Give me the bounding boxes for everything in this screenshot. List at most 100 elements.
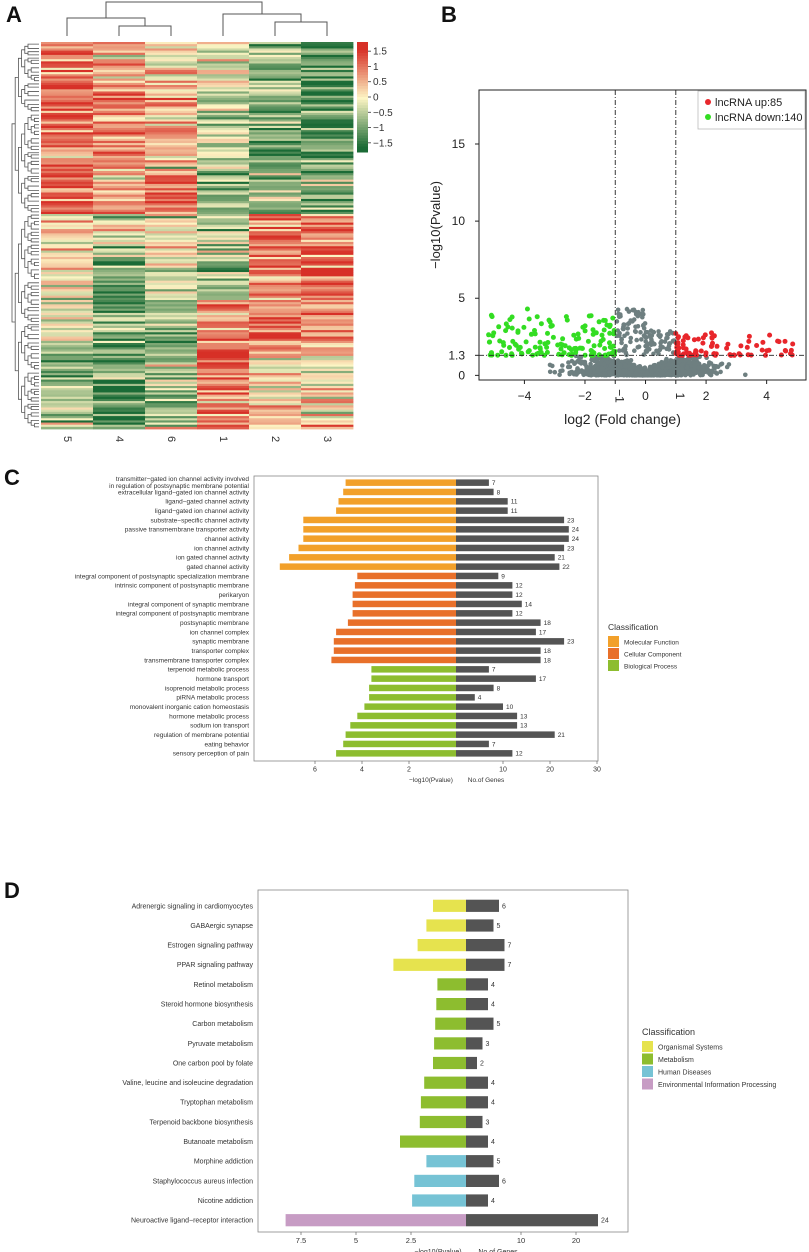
heatmap-cell bbox=[145, 349, 198, 352]
heatmap-cell bbox=[301, 420, 354, 423]
heatmap-cell bbox=[197, 241, 250, 245]
heatmap-cell bbox=[145, 196, 198, 200]
dendrogram-branch bbox=[27, 103, 39, 110]
y-tick-label: 10 bbox=[452, 214, 466, 228]
dendrogram-branch bbox=[34, 273, 39, 279]
scatter-point-up bbox=[714, 343, 720, 349]
dendrogram-branch bbox=[21, 89, 25, 104]
dendrogram-branch bbox=[30, 178, 39, 183]
heatmap-cell bbox=[197, 254, 250, 258]
colorbar-step bbox=[357, 116, 368, 120]
scatter-point-ns bbox=[659, 368, 665, 374]
dendrogram-branch bbox=[24, 376, 28, 396]
x-tick-label: −2 bbox=[578, 389, 592, 403]
scatter-point-up bbox=[698, 348, 704, 354]
heatmap-cell bbox=[197, 409, 250, 413]
heatmap-cell bbox=[41, 373, 94, 376]
heatmap-cell bbox=[41, 104, 94, 107]
scatter-point-ns bbox=[712, 364, 718, 369]
colorbar-tick-label: 0 bbox=[373, 93, 379, 104]
scatter-point-down bbox=[573, 345, 579, 351]
heatmap-cell bbox=[41, 183, 94, 187]
scatter-point-ns bbox=[601, 361, 607, 367]
heatmap-cell bbox=[249, 119, 302, 122]
gene-count-bar bbox=[456, 750, 513, 757]
scatter-point-ns bbox=[578, 354, 584, 360]
heatmap-cell bbox=[41, 375, 94, 378]
heatmap-cell bbox=[41, 188, 94, 191]
heatmap-cell bbox=[249, 179, 302, 183]
heatmap-cell bbox=[301, 424, 354, 428]
colorbar-step bbox=[357, 83, 368, 87]
heatmap-cell bbox=[197, 76, 250, 79]
heatmap-cell bbox=[93, 388, 146, 391]
heatmap-cell bbox=[145, 259, 198, 262]
scatter-point-down bbox=[610, 343, 616, 349]
gene-count-bar bbox=[456, 731, 555, 738]
dendrogram-branch bbox=[27, 293, 32, 303]
scatter-point-ns bbox=[679, 366, 685, 372]
pvalue-bar bbox=[436, 998, 466, 1011]
heatmap-cell bbox=[249, 302, 302, 305]
x-axis-label: log2 (Fold change) bbox=[564, 411, 681, 427]
gene-count-bar bbox=[456, 507, 508, 514]
heatmap-cell bbox=[41, 42, 94, 45]
heatmap-cell bbox=[301, 130, 354, 133]
heatmap-cell bbox=[41, 239, 94, 243]
heatmap-cell bbox=[145, 272, 198, 275]
heatmap-cell bbox=[197, 334, 250, 337]
heatmap-cell bbox=[301, 317, 354, 320]
dendrogram-branch bbox=[105, 1, 263, 18]
category-label: ion gated channel activity bbox=[176, 555, 250, 562]
heatmap-cell bbox=[249, 196, 302, 200]
scatter-point-ns bbox=[718, 362, 724, 367]
gene-count-bar bbox=[456, 554, 555, 561]
heatmap-cell bbox=[301, 265, 354, 269]
heatmap-cell bbox=[197, 347, 250, 350]
heatmap-cell bbox=[41, 306, 94, 309]
heatmap-cell bbox=[249, 87, 302, 90]
dendrogram-branch bbox=[24, 59, 28, 74]
heatmap-cell bbox=[301, 132, 354, 135]
gene-count-bar bbox=[456, 479, 489, 486]
colorbar-step bbox=[357, 127, 368, 131]
heatmap-cell bbox=[249, 319, 302, 322]
scatter-point-up bbox=[760, 339, 766, 345]
gene-count-bar bbox=[456, 740, 489, 748]
scatter-point-ns bbox=[647, 334, 652, 339]
x-tick-label: 2 bbox=[703, 389, 710, 403]
heatmap-cell bbox=[301, 304, 354, 307]
scatter-point-up bbox=[763, 352, 768, 358]
heatmap-cell bbox=[93, 222, 146, 226]
heatmap-cell bbox=[145, 269, 198, 273]
dendrogram-branch bbox=[30, 292, 39, 297]
heatmap-cell bbox=[93, 370, 146, 374]
scatter-point-up bbox=[695, 336, 701, 342]
scatter-point-down bbox=[505, 324, 511, 330]
heatmap-cell bbox=[197, 97, 250, 101]
heatmap-cell bbox=[93, 250, 146, 254]
heatmap-cell bbox=[145, 153, 198, 157]
heatmap-cell bbox=[145, 123, 198, 127]
heatmap-cell bbox=[301, 117, 354, 120]
scatter-point-down bbox=[532, 344, 538, 350]
category-label: Estrogen signaling pathway bbox=[167, 943, 253, 950]
heatmap-cell bbox=[41, 175, 94, 178]
category-label: gated channel activity bbox=[186, 564, 249, 571]
gene-count-label: 23 bbox=[567, 545, 575, 552]
heatmap-cell bbox=[93, 398, 146, 402]
scatter-point-down bbox=[560, 336, 566, 342]
scatter-point-ns bbox=[621, 346, 627, 352]
scatter-point-ns bbox=[633, 371, 639, 376]
scatter-point-up bbox=[709, 343, 714, 349]
heatmap-cell bbox=[41, 173, 94, 176]
heatmap-cell bbox=[249, 306, 302, 309]
heatmap-cell bbox=[41, 140, 94, 144]
heatmap-cell bbox=[41, 44, 94, 47]
heatmap-cell bbox=[197, 69, 250, 73]
heatmap-cell bbox=[145, 284, 198, 288]
heatmap-cell bbox=[145, 360, 198, 363]
heatmap-cell bbox=[197, 418, 250, 421]
dendrogram-branch bbox=[27, 162, 32, 172]
dendrogram-branch bbox=[30, 397, 39, 402]
